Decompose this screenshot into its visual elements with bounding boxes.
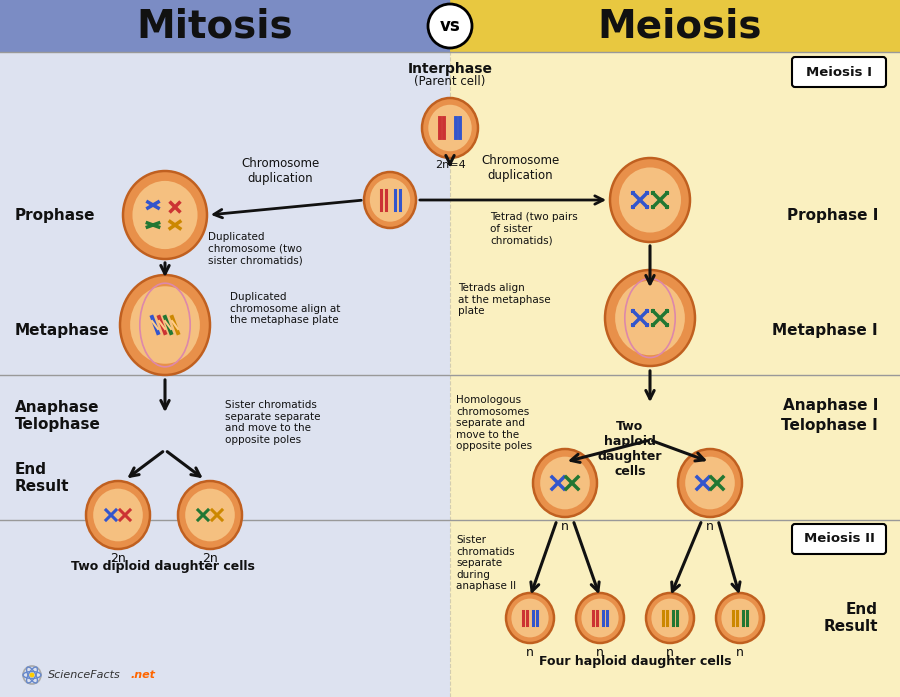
Bar bbox=[450, 52, 900, 697]
Text: Four haploid daughter cells: Four haploid daughter cells bbox=[539, 655, 731, 668]
Bar bbox=[665, 205, 669, 209]
Text: Two diploid daughter cells: Two diploid daughter cells bbox=[71, 560, 255, 573]
Bar bbox=[631, 309, 635, 313]
Ellipse shape bbox=[722, 599, 759, 637]
Bar bbox=[651, 191, 655, 195]
Bar bbox=[651, 323, 655, 327]
Bar bbox=[450, 0, 900, 52]
FancyBboxPatch shape bbox=[792, 524, 886, 554]
Ellipse shape bbox=[652, 599, 688, 637]
Ellipse shape bbox=[540, 457, 590, 510]
Ellipse shape bbox=[86, 481, 150, 549]
Text: Duplicated
chromosome (two
sister chromatids): Duplicated chromosome (two sister chroma… bbox=[208, 232, 302, 265]
Ellipse shape bbox=[132, 181, 198, 249]
Text: 2n: 2n bbox=[202, 552, 218, 565]
Circle shape bbox=[30, 673, 34, 677]
Ellipse shape bbox=[422, 98, 478, 158]
Ellipse shape bbox=[610, 158, 690, 242]
Ellipse shape bbox=[364, 172, 416, 228]
Ellipse shape bbox=[619, 167, 681, 233]
Circle shape bbox=[428, 4, 472, 48]
Text: 2n=4: 2n=4 bbox=[435, 160, 465, 170]
Text: n: n bbox=[526, 646, 534, 659]
Text: Metaphase I: Metaphase I bbox=[772, 323, 878, 337]
Bar bbox=[665, 323, 669, 327]
Text: End
Result: End Result bbox=[824, 602, 878, 634]
Text: Homologous
chromosomes
separate and
move to the
opposite poles: Homologous chromosomes separate and move… bbox=[456, 395, 532, 452]
Ellipse shape bbox=[581, 599, 618, 637]
Text: Anaphase
Telophase: Anaphase Telophase bbox=[15, 400, 101, 432]
Text: vs: vs bbox=[439, 17, 461, 35]
Bar bbox=[651, 309, 655, 313]
Text: (Parent cell): (Parent cell) bbox=[414, 75, 486, 88]
Text: n: n bbox=[666, 646, 674, 659]
Text: Prophase: Prophase bbox=[15, 208, 95, 222]
Text: End
Result: End Result bbox=[15, 462, 69, 494]
Bar bbox=[645, 323, 649, 327]
Text: Anaphase I: Anaphase I bbox=[783, 397, 878, 413]
Text: n: n bbox=[706, 520, 714, 533]
Bar bbox=[631, 205, 635, 209]
Text: 2n: 2n bbox=[110, 552, 126, 565]
FancyBboxPatch shape bbox=[792, 57, 886, 87]
Ellipse shape bbox=[428, 105, 472, 151]
Text: Tetrad (two pairs
of sister
chromatids): Tetrad (two pairs of sister chromatids) bbox=[490, 212, 578, 245]
Text: n: n bbox=[561, 520, 569, 533]
Bar bbox=[665, 309, 669, 313]
Ellipse shape bbox=[605, 270, 695, 366]
Ellipse shape bbox=[716, 593, 764, 643]
Text: Telophase I: Telophase I bbox=[781, 418, 878, 433]
Text: n: n bbox=[736, 646, 744, 659]
Text: .net: .net bbox=[130, 670, 155, 680]
Text: Sister chromatids
separate separate
and move to the
opposite poles: Sister chromatids separate separate and … bbox=[225, 400, 320, 445]
Bar bbox=[631, 191, 635, 195]
Bar bbox=[631, 323, 635, 327]
Ellipse shape bbox=[678, 449, 742, 517]
Ellipse shape bbox=[123, 171, 207, 259]
Ellipse shape bbox=[685, 457, 734, 510]
Bar bbox=[0, 0, 450, 52]
Text: Chromosome
duplication: Chromosome duplication bbox=[481, 154, 559, 182]
Bar bbox=[645, 205, 649, 209]
Ellipse shape bbox=[506, 593, 554, 643]
Ellipse shape bbox=[511, 599, 549, 637]
Text: Chromosome
duplication: Chromosome duplication bbox=[241, 157, 320, 185]
Text: Mitosis: Mitosis bbox=[137, 7, 293, 45]
Text: Meiosis I: Meiosis I bbox=[806, 66, 872, 79]
Text: Meiosis: Meiosis bbox=[598, 7, 762, 45]
Ellipse shape bbox=[130, 286, 200, 364]
Bar bbox=[645, 309, 649, 313]
Text: ScienceFacts: ScienceFacts bbox=[48, 670, 121, 680]
Bar bbox=[645, 191, 649, 195]
Text: n: n bbox=[596, 646, 604, 659]
Text: Sister
chromatids
separate
during
anaphase II: Sister chromatids separate during anapha… bbox=[456, 535, 516, 591]
Bar bbox=[651, 205, 655, 209]
Text: Interphase: Interphase bbox=[408, 62, 492, 76]
Ellipse shape bbox=[646, 593, 694, 643]
Ellipse shape bbox=[370, 178, 410, 222]
Text: Duplicated
chromosome align at
the metaphase plate: Duplicated chromosome align at the metap… bbox=[230, 292, 340, 325]
Text: Prophase I: Prophase I bbox=[787, 208, 878, 222]
Text: Meiosis II: Meiosis II bbox=[804, 533, 875, 546]
Ellipse shape bbox=[94, 489, 143, 542]
Ellipse shape bbox=[185, 489, 235, 542]
Bar bbox=[0, 52, 450, 697]
Text: Tetrads align
at the metaphase
plate: Tetrads align at the metaphase plate bbox=[458, 283, 551, 316]
Ellipse shape bbox=[178, 481, 242, 549]
Ellipse shape bbox=[533, 449, 597, 517]
Ellipse shape bbox=[120, 275, 210, 375]
Ellipse shape bbox=[576, 593, 624, 643]
Text: Two
haploid
daughter
cells: Two haploid daughter cells bbox=[598, 420, 662, 478]
Bar bbox=[665, 191, 669, 195]
Text: Metaphase: Metaphase bbox=[15, 323, 110, 337]
Ellipse shape bbox=[615, 281, 685, 355]
